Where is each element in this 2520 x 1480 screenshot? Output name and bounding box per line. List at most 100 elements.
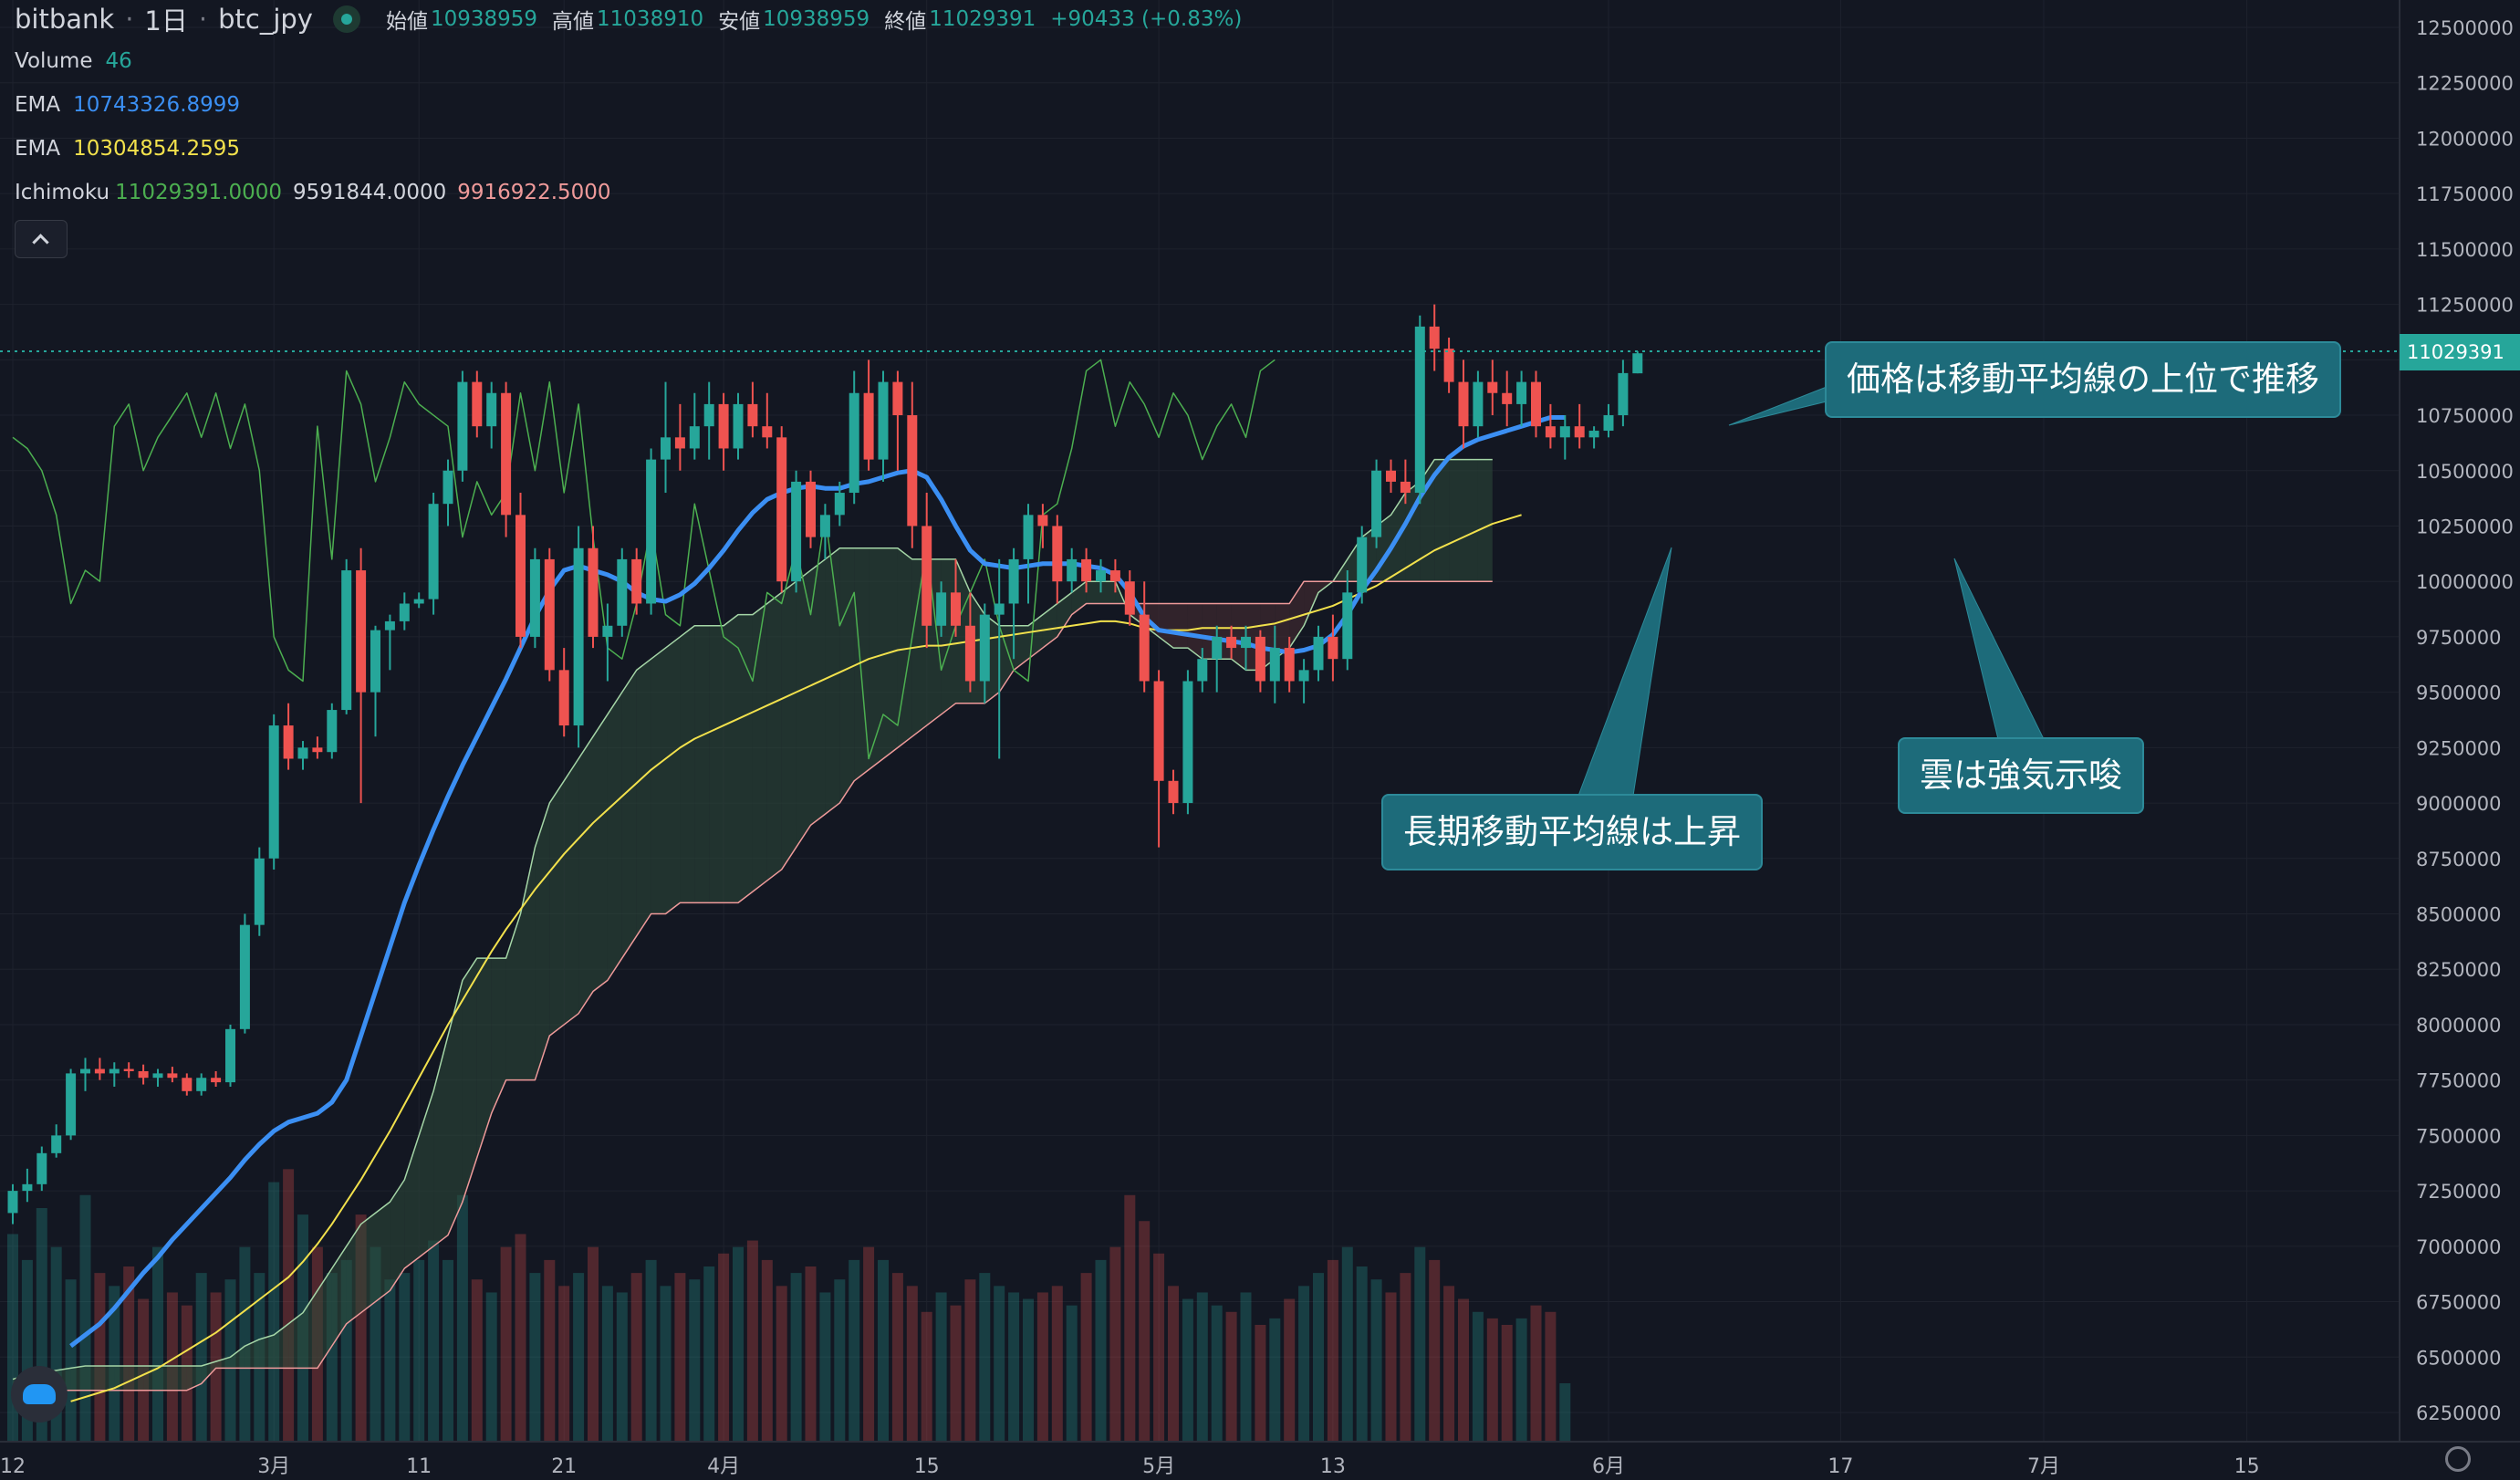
- candle-body: [297, 747, 308, 759]
- volume-bar: [746, 1240, 758, 1442]
- cloud-segment: [215, 1357, 231, 1369]
- price-tick-label: 6500000: [2416, 1347, 2502, 1369]
- ichimoku-value-1: 11029391.0000: [115, 181, 282, 204]
- candle-body: [109, 1068, 120, 1074]
- volume-bar: [1356, 1266, 1368, 1442]
- callout-pointers: [1578, 386, 2045, 797]
- ema-fast-line: [69, 414, 1566, 1349]
- price-tick-label: 8500000: [2416, 904, 2502, 926]
- current-price-label: 11029391: [2400, 334, 2520, 370]
- cloud-segment: [143, 1365, 158, 1391]
- gear-icon[interactable]: [2445, 1446, 2471, 1472]
- time-tick-label: 7月: [2027, 1455, 2060, 1478]
- candle-body: [457, 381, 468, 471]
- cloud-segment: [274, 1323, 289, 1369]
- candle-body: [1603, 415, 1614, 432]
- volume-bar: [1051, 1286, 1063, 1442]
- volume-bar: [994, 1286, 1005, 1442]
- candle-body: [196, 1078, 207, 1091]
- symbol-name[interactable]: btc_jpy: [218, 4, 313, 35]
- volume-bar: [1109, 1246, 1121, 1442]
- high-label: 高値: [552, 10, 595, 34]
- price-tick-label: 11250000: [2416, 295, 2514, 317]
- candle-body: [36, 1152, 47, 1184]
- candle-body: [1386, 470, 1396, 482]
- close-label: 終値: [884, 10, 927, 34]
- volume-bar: [660, 1286, 672, 1442]
- volume-bar: [1153, 1253, 1165, 1442]
- volume-bar: [1211, 1305, 1223, 1442]
- ema-fast-legend[interactable]: EMA 10743326.8999: [15, 93, 240, 117]
- volume-bar: [428, 1240, 440, 1442]
- cloud-segment: [317, 1268, 332, 1369]
- candle-body: [1473, 381, 1484, 427]
- ichimoku-cloud: [12, 458, 1493, 1391]
- candle-body: [1241, 636, 1251, 649]
- volume-bar: [1472, 1311, 1484, 1442]
- cloud-segment: [186, 1365, 202, 1391]
- callout-price-above-ma: 価格は移動平均線の上位で推移: [1825, 341, 2341, 418]
- candle-body: [211, 1078, 222, 1083]
- candle-body: [1269, 648, 1280, 682]
- price-tick-label: 8750000: [2416, 849, 2502, 870]
- candle-body: [486, 392, 497, 427]
- low-value: 10938959: [763, 7, 870, 31]
- cloud-segment: [999, 625, 1015, 693]
- ema-slow-legend[interactable]: EMA 10304854.2595: [15, 137, 240, 161]
- cloud-segment: [724, 614, 738, 903]
- cloud-segment: [796, 570, 811, 848]
- price-tick-label: 12000000: [2416, 128, 2514, 150]
- volume-bar: [1225, 1311, 1237, 1442]
- candle-body: [1153, 681, 1164, 781]
- volume-bar: [1385, 1292, 1397, 1442]
- candle-body: [558, 670, 569, 726]
- volume-bar: [471, 1279, 483, 1442]
- collapse-legend-button[interactable]: [15, 220, 68, 258]
- candle-body: [646, 459, 657, 604]
- interval-label[interactable]: 1日: [144, 5, 188, 36]
- exchange-name[interactable]: bitbank: [15, 4, 115, 35]
- tradingview-logo-icon[interactable]: [11, 1366, 68, 1423]
- candle-body: [1574, 426, 1585, 438]
- cloud-segment: [1028, 614, 1043, 660]
- volume-bar: [834, 1279, 846, 1442]
- price-tick-label: 9750000: [2416, 627, 2502, 649]
- ichimoku-legend[interactable]: Ichimoku 11029391.0000 9591844.0000 9916922…: [15, 181, 611, 204]
- price-tick-label: 10000000: [2416, 571, 2514, 593]
- cloud-segment: [810, 558, 826, 826]
- cloud-segment: [1304, 581, 1318, 626]
- callout-cloud-bullish: 雲は強気示唆: [1898, 737, 2144, 814]
- cloud-segment: [462, 958, 477, 1203]
- cloud-segment: [85, 1365, 100, 1391]
- candle-body: [341, 570, 352, 711]
- cloud-segment: [825, 547, 840, 815]
- volume-bar: [964, 1279, 976, 1442]
- candle-body: [1357, 537, 1368, 593]
- volume-bar: [1168, 1286, 1179, 1442]
- candle-body: [1588, 431, 1599, 438]
- volume-bar: [1124, 1194, 1136, 1442]
- candle-body: [152, 1073, 163, 1079]
- candle-body: [370, 630, 380, 693]
- candle-body: [1298, 670, 1309, 682]
- time-tick-label: 17: [1828, 1455, 1853, 1478]
- volume-bar: [1545, 1311, 1557, 1442]
- market-status-icon[interactable]: [332, 5, 360, 33]
- legend-separator: ·: [198, 4, 208, 35]
- volume-bar: [1443, 1286, 1455, 1442]
- candle-body: [123, 1068, 134, 1071]
- volume-bar: [819, 1292, 831, 1442]
- price-tick-label: 11750000: [2416, 183, 2514, 205]
- candle-body: [268, 725, 279, 859]
- cloud-segment: [433, 1036, 448, 1246]
- ichimoku-value-3: 9916922.5000: [457, 181, 611, 204]
- cloud-segment: [897, 547, 912, 748]
- volume-bar: [588, 1246, 599, 1442]
- volume-legend[interactable]: Volume 46: [15, 49, 132, 73]
- candle-body: [7, 1191, 18, 1214]
- candle-body: [544, 558, 555, 671]
- candle-body: [1487, 381, 1498, 393]
- volume-bar: [761, 1259, 773, 1442]
- volume-bar: [1298, 1286, 1310, 1442]
